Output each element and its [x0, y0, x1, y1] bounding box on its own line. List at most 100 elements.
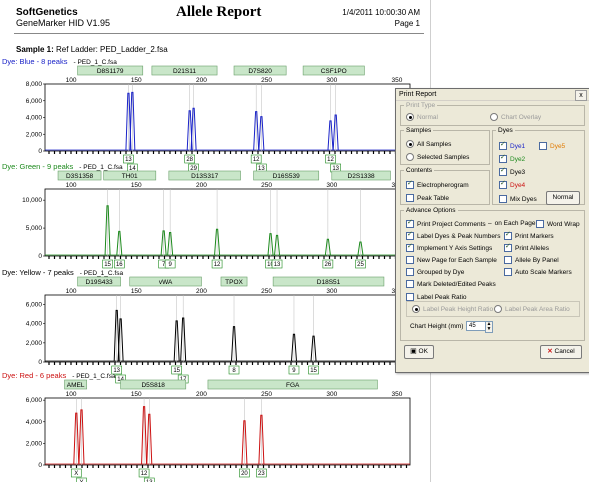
allele-by-panel-checkbox[interactable]: Allele By Panel: [504, 256, 559, 264]
new-page-each-sample-checkbox[interactable]: New Page for Each Sample: [406, 256, 497, 264]
auto-scale-markers-checkbox[interactable]: Auto Scale Markers: [504, 268, 572, 276]
peak: [186, 110, 193, 151]
x-tick-label: 100: [66, 77, 77, 84]
checkbox-label: Print Project Comments: [417, 220, 486, 228]
label-peak-height-ratio-radio[interactable]: Label Peak Height Ratio: [412, 305, 493, 313]
plot-frame: [44, 397, 411, 466]
chart-height-input[interactable]: 45: [466, 321, 486, 331]
allele-call-label: 16: [116, 262, 123, 268]
peak: [180, 317, 187, 362]
x-tick-label: 250: [261, 391, 272, 398]
dye2-checkbox[interactable]: Dye2: [499, 155, 525, 163]
chart-height-spinner[interactable]: ▲ ▼: [485, 321, 493, 333]
peak: [310, 335, 317, 362]
x-tick-label: 250: [261, 182, 272, 189]
y-tick-label: 5,000: [26, 225, 43, 232]
x-tick-label: 250: [261, 288, 272, 295]
radio-label: All Samples: [417, 140, 452, 148]
x-tick-label: 350: [392, 77, 403, 84]
cancel-button[interactable]: ✕ Cancel: [540, 345, 582, 359]
marker-label: TH01: [122, 173, 138, 180]
print-type-legend: Print Type: [406, 102, 436, 109]
marker-label: D18S51: [317, 279, 341, 286]
checkbox-label: Dye4: [510, 181, 526, 189]
on-each-page-option[interactable]: – on Each Page: [488, 220, 535, 227]
peak: [274, 234, 281, 256]
normal-button[interactable]: Normal: [546, 191, 580, 205]
x-tick-label: 100: [66, 391, 77, 398]
electropherogram-checkbox[interactable]: Electropherogram: [406, 181, 469, 189]
spin-up-icon[interactable]: ▲: [486, 321, 492, 327]
peak: [332, 114, 339, 151]
electropherogram-yellow: D19S433vWATPOXD18S5110015020025030035002…: [26, 276, 411, 384]
label-peak-ratio-checkbox[interactable]: Label Peak Ratio: [406, 293, 467, 301]
marker-label: D5S818: [141, 382, 165, 389]
allele-call-box: [102, 259, 113, 269]
file-name: - PED_1_C.fsa: [73, 59, 117, 66]
ok-button[interactable]: ▣ OK: [404, 345, 434, 359]
dye3-checkbox[interactable]: Dye3: [499, 168, 525, 176]
word-wrap-checkbox[interactable]: Word Wrap: [536, 220, 580, 228]
checkbox-label: Grouped by Dye: [417, 268, 465, 276]
selected-samples-radio[interactable]: Selected Samples: [406, 153, 469, 161]
implement-y-axis-checkbox[interactable]: Implement Y Axis Settings: [406, 244, 492, 252]
spin-down-icon[interactable]: ▼: [486, 326, 492, 332]
marker-label: CSF1PO: [321, 68, 347, 75]
allele-call-box: [239, 468, 250, 478]
marker-box: [151, 65, 218, 76]
marker-label: AMEL: [67, 382, 85, 389]
allele-call-label: 9: [292, 368, 296, 374]
checkbox-label: Dye2: [510, 155, 526, 163]
y-tick-label: 10,000: [22, 197, 42, 204]
marker-label: vWA: [159, 279, 173, 286]
print-type-normal-radio[interactable]: Normal: [406, 113, 438, 121]
marker-box: [331, 170, 391, 181]
allele-call-box: [164, 259, 176, 269]
allele-call-label: 13: [258, 166, 265, 172]
checkbox-label: Print Alleles: [515, 244, 549, 252]
allele-call-label: 12: [214, 262, 221, 268]
all-samples-radio[interactable]: All Samples: [406, 140, 451, 148]
dye1-checkbox[interactable]: Dye1: [499, 142, 525, 150]
peak: [258, 414, 265, 465]
allele-call-box: [325, 154, 336, 164]
allele-call-label: 12: [141, 471, 148, 477]
x-tick-label: 200: [196, 391, 207, 398]
mark-deleted-peaks-checkbox[interactable]: Mark Deleted/Edited Peaks: [406, 280, 496, 288]
radio-indicator: [412, 305, 420, 313]
mix-dyes-checkbox[interactable]: Mix Dyes: [499, 195, 537, 203]
print-alleles-checkbox[interactable]: Print Alleles: [504, 244, 549, 252]
radio-indicator: [406, 153, 414, 161]
label-dyes-peak-numbers-checkbox[interactable]: Label Dyes & Peak Numbers: [406, 232, 500, 240]
label-peak-area-ratio-radio[interactable]: Label Peak Area Ratio: [494, 305, 570, 313]
samples-legend: Samples: [406, 127, 432, 134]
peak: [190, 107, 197, 151]
checkbox-label: Dye3: [510, 168, 526, 176]
print-report-dialog: Print Report x Print Type Normal Chart O…: [395, 88, 589, 373]
allele-call-box: [76, 477, 87, 482]
checkbox-indicator: [504, 268, 512, 276]
header-divider: [14, 33, 424, 34]
checkbox-label: Print Markers: [515, 232, 554, 240]
peak: [125, 92, 132, 151]
x-tick-label: 200: [196, 77, 207, 84]
x-tick-label: 300: [326, 77, 337, 84]
print-project-comments-checkbox[interactable]: Print Project Comments: [406, 220, 486, 228]
dye4-checkbox[interactable]: Dye4: [499, 181, 525, 189]
x-tick-label: 200: [196, 182, 207, 189]
close-icon[interactable]: x: [575, 90, 587, 101]
print-markers-checkbox[interactable]: Print Markers: [504, 232, 554, 240]
checkbox-label: Mix Dyes: [510, 195, 537, 203]
checkbox-indicator: [406, 256, 414, 264]
chart-height-label: Chart Height (mm): [410, 323, 464, 330]
checkbox-label: Dye1: [510, 142, 526, 150]
checkbox-indicator: [504, 244, 512, 252]
peak: [267, 233, 274, 256]
grouped-by-dye-checkbox[interactable]: Grouped by Dye: [406, 268, 464, 276]
peak-table-checkbox[interactable]: Peak Table: [406, 194, 449, 202]
allele-call-box: [111, 365, 122, 375]
print-type-overlay-radio[interactable]: Chart Overlay: [490, 113, 541, 121]
checkbox-indicator: [499, 181, 507, 189]
dye5-checkbox[interactable]: Dye5: [539, 142, 565, 150]
allele-call-label: X: [74, 471, 78, 477]
